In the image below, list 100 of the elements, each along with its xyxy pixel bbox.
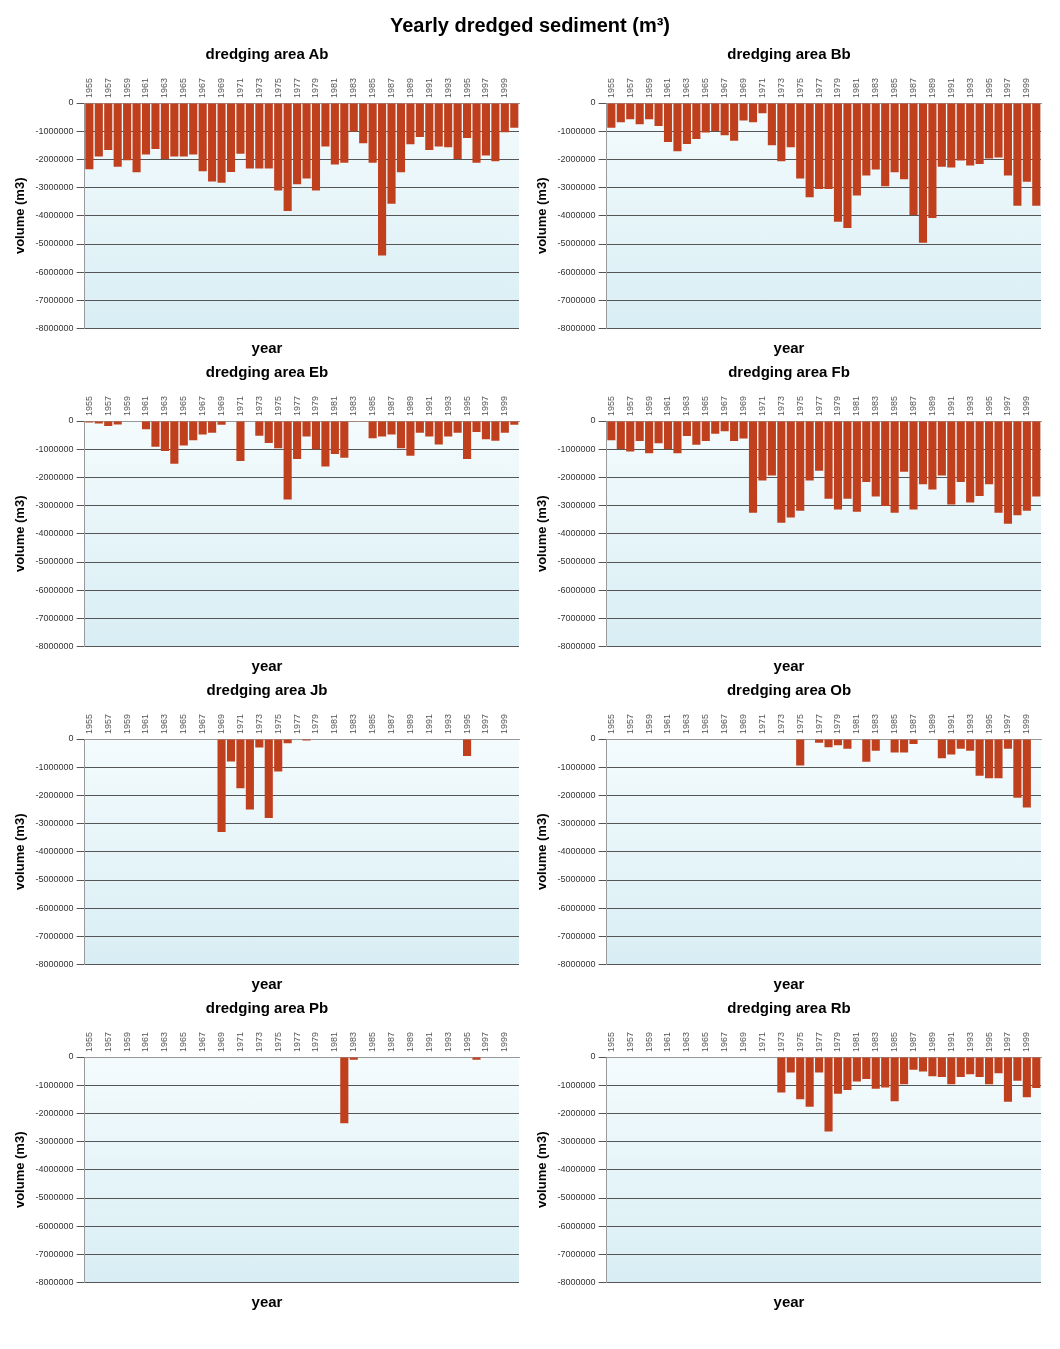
y-axis-title: volume (m3) <box>534 495 550 573</box>
x-tick-label: 1981 <box>851 1031 862 1052</box>
y-tick-label: -3000000 <box>557 500 596 511</box>
x-tick-label: 1989 <box>926 77 937 98</box>
x-tick-label: 1987 <box>908 395 919 416</box>
x-tick-label: 1999 <box>499 77 510 98</box>
x-tick-label: 1975 <box>272 395 283 416</box>
y-tick-label: -7000000 <box>557 1248 596 1259</box>
y-tick-label: -5000000 <box>557 238 596 249</box>
y-tick-label: -2000000 <box>35 471 74 482</box>
x-tick-label: 1981 <box>851 713 862 734</box>
y-tick-label: -5000000 <box>557 556 596 567</box>
x-tick-label: 1979 <box>832 395 843 416</box>
x-tick-label: 1963 <box>681 77 692 98</box>
x-tick-label: 1961 <box>662 395 673 416</box>
x-tick-label: 1999 <box>1021 395 1032 416</box>
y-tick-label: -7000000 <box>35 930 74 941</box>
y-tick-label: -6000000 <box>35 266 74 277</box>
x-tick-label: 1985 <box>889 1031 900 1052</box>
x-tick-label: 1965 <box>700 1031 711 1052</box>
x-tick-label: 1999 <box>1021 1031 1032 1052</box>
x-tick-label: 1985 <box>367 1031 378 1052</box>
x-tick-label: 1971 <box>756 713 767 734</box>
y-tick-label: -1000000 <box>557 761 596 772</box>
y-tick-label: -6000000 <box>35 902 74 913</box>
x-tick-label: 1987 <box>908 713 919 734</box>
x-tick-label: 1989 <box>404 713 415 734</box>
x-tick-label: 1991 <box>423 77 434 98</box>
y-tick-label: 0 <box>68 97 74 108</box>
x-tick-label: 1979 <box>310 77 321 98</box>
x-tick-label: 1995 <box>983 1031 994 1052</box>
x-tick-label: 1967 <box>719 713 730 734</box>
x-tick-label: 1981 <box>329 77 340 98</box>
x-tick-label: 1963 <box>159 77 170 98</box>
x-tick-label: 1957 <box>102 713 113 734</box>
x-tick-label: 1975 <box>794 1031 805 1052</box>
x-tick-label: 1955 <box>605 395 616 416</box>
chart-subtitle: dredging area Ob <box>726 681 852 700</box>
x-tick-label: 1967 <box>197 395 208 416</box>
chart-subtitle: dredging area Bb <box>727 45 851 64</box>
x-tick-label: 1963 <box>681 395 692 416</box>
y-tick-label: -4000000 <box>35 1164 74 1175</box>
x-tick-label: 1957 <box>102 77 113 98</box>
x-tick-label: 1999 <box>499 395 510 416</box>
x-tick-label: 1995 <box>983 395 994 416</box>
x-tick-label: 1989 <box>926 713 937 734</box>
x-tick-label: 1993 <box>964 1031 975 1052</box>
x-tick-label: 1969 <box>738 713 749 734</box>
x-tick-label: 1973 <box>775 1031 786 1052</box>
x-tick-label: 1965 <box>700 713 711 734</box>
x-tick-label: 1967 <box>197 1031 208 1052</box>
x-tick-label: 1989 <box>404 395 415 416</box>
y-tick-label: -5000000 <box>557 874 596 885</box>
y-tick-label: 0 <box>590 415 596 426</box>
x-tick-label: 1999 <box>499 1031 510 1052</box>
x-tick-label: 1971 <box>756 1031 767 1052</box>
x-tick-label: 1965 <box>178 77 189 98</box>
x-tick-label: 1977 <box>291 713 302 734</box>
x-tick-label: 1993 <box>442 1031 453 1052</box>
y-tick-label: -7000000 <box>35 1248 74 1259</box>
x-tick-label: 1957 <box>102 1031 113 1052</box>
y-tick-label: -6000000 <box>557 266 596 277</box>
x-tick-label: 1965 <box>178 395 189 416</box>
y-tick-label: -3000000 <box>557 182 596 193</box>
x-tick-label: 1961 <box>662 77 673 98</box>
x-axis-title: year <box>251 975 283 992</box>
y-tick-label: -5000000 <box>35 556 74 567</box>
x-tick-label: 1959 <box>121 713 132 734</box>
x-tick-label: 1983 <box>348 395 359 416</box>
y-tick-label: -3000000 <box>557 818 596 829</box>
x-tick-label: 1957 <box>624 395 635 416</box>
x-tick-label: 1971 <box>756 395 767 416</box>
x-tick-label: 1973 <box>253 1031 264 1052</box>
x-tick-label: 1963 <box>159 1031 170 1052</box>
y-axis-title: volume (m3) <box>12 1131 28 1209</box>
x-tick-label: 1961 <box>140 713 151 734</box>
x-tick-label: 1959 <box>643 77 654 98</box>
x-axis-title: year <box>773 657 805 674</box>
x-tick-label: 1963 <box>159 713 170 734</box>
x-tick-label: 1971 <box>234 77 245 98</box>
x-tick-label: 1977 <box>813 77 824 98</box>
y-axis-title: volume (m3) <box>12 813 28 891</box>
y-tick-label: -1000000 <box>557 125 596 136</box>
x-axis-title: year <box>773 975 805 992</box>
chart-title: Yearly dredged sediment (m³) <box>388 13 672 38</box>
x-tick-label: 1967 <box>197 77 208 98</box>
y-tick-label: -8000000 <box>35 323 74 334</box>
x-tick-label: 1991 <box>423 1031 434 1052</box>
y-tick-label: -8000000 <box>557 959 596 970</box>
y-tick-label: -3000000 <box>557 1136 596 1147</box>
y-tick-label: -1000000 <box>557 1079 596 1090</box>
x-tick-label: 1993 <box>964 395 975 416</box>
x-axis-title: year <box>251 339 283 356</box>
x-tick-label: 1971 <box>234 395 245 416</box>
x-tick-label: 1971 <box>234 1031 245 1052</box>
x-tick-label: 1959 <box>643 713 654 734</box>
y-tick-label: -8000000 <box>557 323 596 334</box>
x-tick-label: 1981 <box>329 1031 340 1052</box>
x-tick-label: 1995 <box>461 713 472 734</box>
x-tick-label: 1991 <box>945 77 956 98</box>
